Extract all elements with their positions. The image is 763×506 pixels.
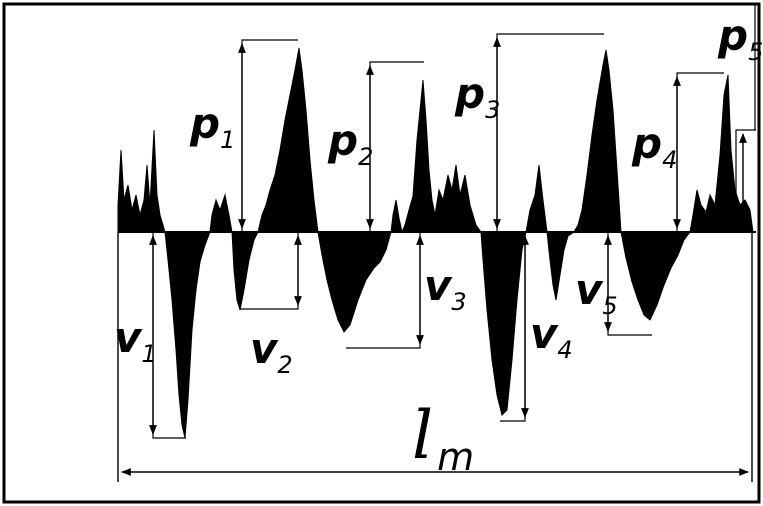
label-v1: v1 — [114, 313, 157, 368]
label-v3: v3 — [424, 261, 467, 316]
label-p5: p5 — [717, 11, 763, 66]
surface-profile — [117, 47, 754, 439]
label-p1: p1 — [189, 99, 235, 154]
label-v4: v4 — [530, 309, 573, 364]
sampling-length-dimension — [117, 232, 753, 482]
label-p3: p3 — [454, 69, 500, 124]
label-p2: p2 — [327, 116, 373, 171]
label-v5: v5 — [575, 265, 618, 320]
label-v2: v2 — [250, 324, 293, 379]
dimension-arrows — [149, 37, 747, 435]
label-p4: p4 — [631, 119, 677, 174]
